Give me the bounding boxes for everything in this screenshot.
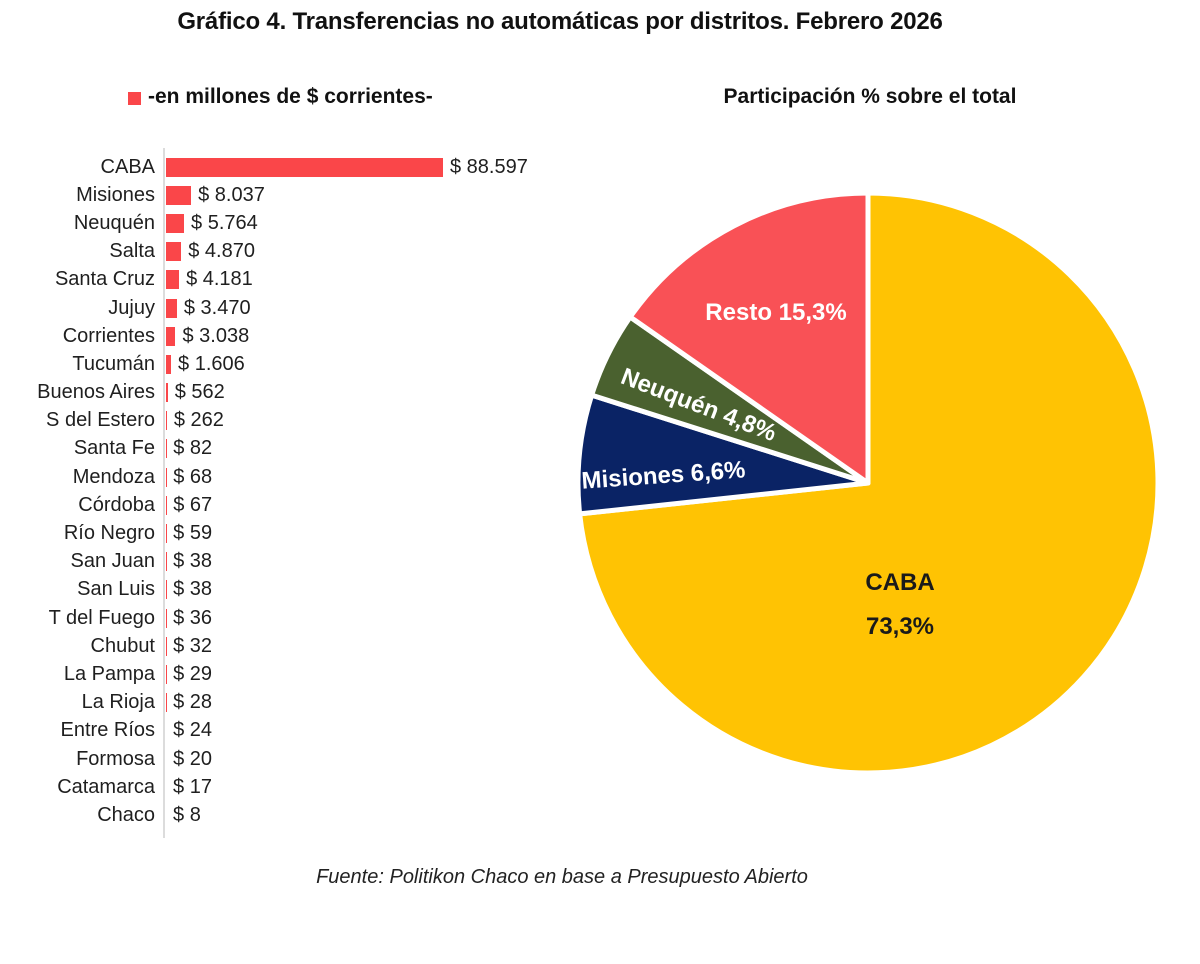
bar-fill xyxy=(166,298,177,318)
bar-value-label: $ 88.597 xyxy=(450,155,528,178)
bar-category-label: Corrientes xyxy=(62,324,155,347)
bar-category-label: Salta xyxy=(109,240,155,263)
bar-value-label: $ 8.037 xyxy=(198,183,265,206)
bar-value-label: $ 38 xyxy=(173,578,213,601)
bar-row: Santa Cruz $ 4.181 xyxy=(20,266,528,294)
bar-category-label: La Pampa xyxy=(63,662,155,685)
pie-chart: CABA 73,3% Misiones 6,6% Neuquén 4,8% Resto … xyxy=(558,173,1178,793)
bar-value-label: $ 28 xyxy=(173,691,213,714)
bar-row: Chubut $ 32 xyxy=(20,632,528,660)
bar-value-label: $ 29 xyxy=(173,662,213,685)
bar-value-label: $ 3.470 xyxy=(183,296,251,319)
bar-row: Entre Ríos $ 24 xyxy=(20,717,528,745)
bar-category-label: S del Estero xyxy=(46,409,155,432)
bar-value-label: $ 59 xyxy=(173,522,213,545)
bar-category-label: Formosa xyxy=(76,747,155,770)
bar-row: San Juan $ 38 xyxy=(20,548,528,576)
bar-row: S del Estero $ 262 xyxy=(20,407,528,435)
legend-swatch-icon xyxy=(128,91,141,105)
bar-chart: CABA $ 88.597 Misiones $ 8.037 Neuquén $ 5.76… xyxy=(20,153,528,830)
bar-fill xyxy=(166,383,168,403)
bar-fill xyxy=(166,185,192,205)
bar-row: Tucumán $ 1.606 xyxy=(20,350,528,378)
bar-value-label: $ 262 xyxy=(173,409,224,432)
pie-label-caba: 73,3% xyxy=(866,613,934,640)
bar-row: Salta $ 4.870 xyxy=(20,238,528,266)
bar-category-label: Chubut xyxy=(90,634,156,657)
bar-category-label: Misiones xyxy=(76,183,155,206)
bar-value-label: $ 68 xyxy=(173,465,213,488)
bar-fill xyxy=(166,242,182,262)
bar-row: Santa Fe $ 82 xyxy=(20,435,528,463)
bar-row: La Rioja $ 28 xyxy=(20,689,528,717)
bar-category-label: Río Negro xyxy=(63,522,155,545)
bar-fill xyxy=(166,411,167,431)
bar-category-label: San Luis xyxy=(77,578,155,601)
bar-category-label: T del Fuego xyxy=(48,606,155,629)
bar-category-label: Córdoba xyxy=(78,493,155,516)
bar-category-label: Buenos Aires xyxy=(37,381,155,404)
bar-category-label: San Juan xyxy=(70,550,155,573)
bar-category-label: Neuquén xyxy=(73,211,155,234)
bar-row: Buenos Aires $ 562 xyxy=(20,379,528,407)
bar-category-label: Santa Cruz xyxy=(54,268,155,291)
bar-category-label: La Rioja xyxy=(81,691,155,714)
pie-label-resto: Resto 15,3% xyxy=(705,299,846,326)
bar-row: CABA $ 88.597 xyxy=(20,153,528,181)
bar-fill xyxy=(166,326,176,346)
bar-row: Jujuy $ 3.470 xyxy=(20,294,528,322)
bar-value-label: $ 3.038 xyxy=(182,324,250,347)
bar-category-label: Catamarca xyxy=(57,775,155,798)
bar-row: Mendoza $ 68 xyxy=(20,463,528,491)
bar-row: Río Negro $ 59 xyxy=(20,519,528,547)
bar-category-label: Chaco xyxy=(97,803,155,826)
bar-row: Corrientes $ 3.038 xyxy=(20,322,528,350)
bar-fill xyxy=(166,157,443,177)
bar-row: T del Fuego $ 36 xyxy=(20,604,528,632)
bar-category-label: Tucumán xyxy=(72,352,155,375)
bar-row: Córdoba $ 67 xyxy=(20,491,528,519)
bar-chart-axis-line xyxy=(163,148,165,838)
bar-value-label: $ 36 xyxy=(173,606,213,629)
bar-row: La Pampa $ 29 xyxy=(20,660,528,688)
pie-label-caba: CABA xyxy=(865,569,934,596)
bar-value-label: $ 8 xyxy=(173,803,201,826)
pie-chart-title: Participación % sobre el total xyxy=(723,85,1017,108)
legend-label: -en millones de $ corrientes- xyxy=(148,85,433,108)
pie-slice-resto xyxy=(627,190,871,486)
bar-value-label: $ 4.181 xyxy=(186,268,253,291)
bar-fill xyxy=(166,354,172,374)
bar-row: Chaco $ 8 xyxy=(20,801,528,829)
bar-value-label: $ 82 xyxy=(173,437,213,460)
bar-fill xyxy=(166,270,180,290)
bar-row: San Luis $ 38 xyxy=(20,576,528,604)
bar-value-label: $ 17 xyxy=(173,775,212,798)
source-note: Fuente: Politikon Chaco en base a Presup… xyxy=(316,866,808,888)
bar-category-label: Jujuy xyxy=(108,296,155,319)
bar-value-label: $ 67 xyxy=(173,493,213,516)
bar-value-label: $ 38 xyxy=(173,550,213,573)
page-title: Gráfico 4. Transferencias no automáticas… xyxy=(177,8,943,35)
bar-fill xyxy=(166,213,185,233)
bar-value-label: $ 4.870 xyxy=(188,240,255,263)
bar-value-label: $ 32 xyxy=(173,634,213,657)
bar-category-label: CABA xyxy=(100,155,155,178)
bar-row: Misiones $ 8.037 xyxy=(20,181,528,209)
bar-chart-legend: -en millones de $ corrientes- xyxy=(128,85,433,109)
bar-row: Formosa $ 20 xyxy=(20,745,528,773)
bar-value-label: $ 562 xyxy=(174,381,225,404)
bar-row: Neuquén $ 5.764 xyxy=(20,209,528,237)
bar-value-label: $ 5.764 xyxy=(191,211,258,234)
bar-category-label: Entre Ríos xyxy=(60,719,155,742)
bar-category-label: Santa Fe xyxy=(73,437,155,460)
bar-value-label: $ 24 xyxy=(173,719,212,742)
bar-row: Catamarca $ 17 xyxy=(20,773,528,801)
bar-category-label: Mendoza xyxy=(72,465,155,488)
bar-value-label: $ 20 xyxy=(173,747,212,770)
bar-value-label: $ 1.606 xyxy=(178,352,245,375)
